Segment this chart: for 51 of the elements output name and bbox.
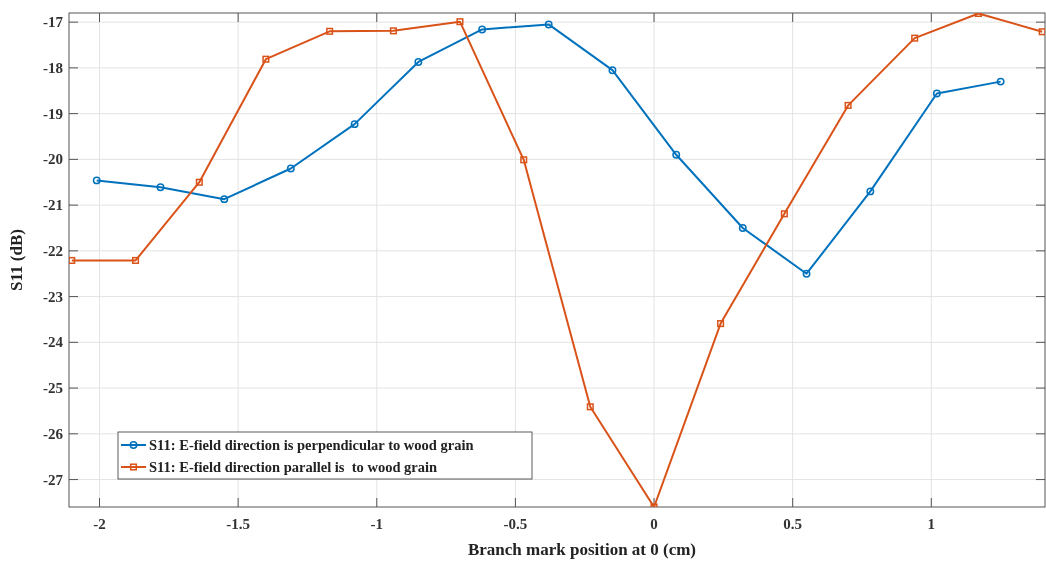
y-tick-label: -19 [43, 105, 63, 122]
y-tick-label: -18 [43, 59, 63, 76]
point [389, 27, 397, 35]
point [220, 195, 229, 204]
point [350, 120, 359, 129]
y-tick-label: -22 [43, 242, 63, 259]
legend-label: S11: E-field direction is perpendicular to wood grain [149, 437, 474, 453]
y-tick-label: -23 [43, 288, 63, 305]
point [866, 187, 875, 196]
point [932, 89, 941, 98]
x-tick-label: -1 [370, 516, 384, 532]
point [156, 183, 165, 192]
point [911, 34, 919, 42]
point [1038, 28, 1045, 36]
y-tick-label: -20 [43, 151, 63, 168]
point [286, 164, 295, 173]
y-tick-label: -17 [43, 14, 64, 31]
point [717, 320, 725, 328]
point [738, 224, 747, 232]
point [456, 18, 464, 26]
point [195, 178, 203, 186]
y-axis-title: S11 (dB) [7, 229, 26, 291]
legend-label: S11: E-field direction parallel is to wood grain [149, 459, 438, 475]
line-series [69, 13, 1045, 507]
point [802, 269, 811, 278]
point [262, 55, 270, 63]
y-tick-label: -27 [43, 471, 64, 488]
x-tick-label: -0.5 [503, 516, 528, 532]
point [520, 156, 528, 164]
y-tick-label: -21 [43, 197, 63, 214]
x-tick-label: 0.5 [783, 516, 803, 532]
point [844, 101, 852, 109]
point [326, 27, 334, 35]
point [608, 66, 617, 75]
x-tick-label: 1 [927, 516, 936, 532]
x-tick-label: -1.5 [226, 516, 251, 532]
x-tick-label: -2 [93, 516, 106, 532]
x-tick-label: 0 [650, 516, 658, 532]
point [92, 176, 101, 185]
point [544, 20, 553, 29]
point [996, 77, 1005, 86]
point [132, 256, 140, 265]
point [672, 150, 681, 159]
y-tick-label: -26 [43, 425, 64, 442]
point [478, 25, 487, 34]
x-axis-title: Branch mark position at 0 (cm) [467, 540, 697, 559]
point [586, 403, 594, 411]
y-tick-label: -25 [43, 380, 63, 397]
y-tick-label: -24 [43, 334, 64, 351]
point [414, 57, 423, 66]
point [780, 210, 788, 218]
